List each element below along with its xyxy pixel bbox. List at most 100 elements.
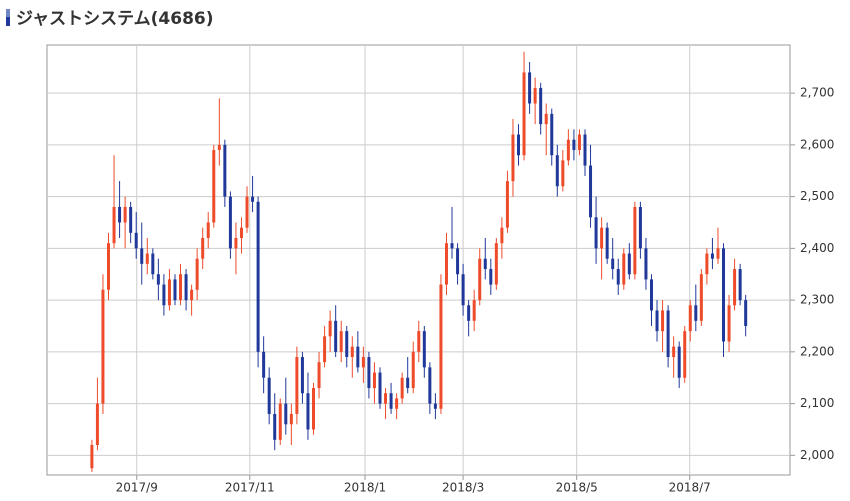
candle-body [572,139,576,151]
candle-body [738,269,742,301]
candle-body [649,279,653,311]
candle-body [456,248,460,275]
candle-body [467,305,471,321]
candle-body [228,196,232,249]
candle-body [511,134,515,182]
candle-body [378,372,382,404]
candle-body [550,113,554,156]
candle-body [472,300,476,321]
candle-body [206,222,210,239]
x-tick-label: 2018/7 [669,481,711,495]
candle-body [101,289,105,404]
candle-body [428,367,432,404]
candle-body [234,238,238,249]
candle-body [145,253,149,264]
candle-body [267,377,271,414]
candle-body [505,181,509,228]
candle-body [500,227,504,244]
candle-body [406,377,410,389]
candle-body [339,331,343,352]
candle-body [123,206,127,223]
candle-body [118,206,122,223]
candle-body [522,72,526,156]
candle-body [577,134,581,151]
candle-body [223,144,227,197]
candle-body [184,274,188,301]
candle-body [528,72,532,104]
candle-body [361,357,365,368]
candle-body [705,253,709,275]
candle-body [195,258,199,290]
x-tick-label: 2018/3 [442,481,484,495]
candle-body [384,393,388,404]
candle-body [212,150,216,223]
candle-body [710,253,714,259]
candle-body [372,372,376,389]
plot-frame [46,44,791,476]
candle-body [638,206,642,249]
candle-body [356,346,360,368]
y-tick-label: 2,000 [800,448,834,462]
candle-body [328,320,332,337]
candle-body [95,403,99,445]
candle-body [605,227,609,259]
candle-body [433,403,437,409]
candle-body [334,320,338,352]
candle-body [151,253,155,275]
candle-body [688,305,692,332]
candle-body [367,357,371,389]
candle-body [555,155,559,187]
candle-body [129,206,133,233]
candle-body [633,206,637,275]
candle-body [156,274,160,285]
candle-body [733,269,737,306]
candle-body [517,134,521,156]
candle-body [483,258,487,270]
candle-body [284,403,288,425]
x-tick-label: 2017/11 [225,481,275,495]
candle-body [273,413,277,440]
candle-body [616,269,620,285]
candle-body [245,196,249,228]
title-icon [6,9,10,17]
candle-body [345,331,349,358]
candle-body [422,331,426,368]
y-tick-label: 2,400 [800,241,834,255]
candle-body [655,310,659,332]
candle-body [417,331,421,352]
candle-body [190,289,194,301]
candle-body [239,227,243,239]
candle-body [683,331,687,378]
y-tick-label: 2,500 [800,189,834,203]
candle-body [295,357,299,414]
candle-body [400,377,404,399]
candle-body [644,248,648,280]
candle-body [217,144,221,151]
candle-body [312,388,316,430]
candle-body [744,300,748,326]
candle-body [90,444,94,469]
candle-body [317,362,321,389]
candle-body [107,243,111,290]
chart-title: ジャストシステム(4686) [16,9,214,29]
x-tick-label: 2018/5 [556,481,598,495]
candle-body [278,403,282,440]
candle-body [666,310,670,358]
candle-body [389,393,393,409]
candle-body [561,160,565,187]
candle-body [162,284,166,306]
candle-body [672,346,676,358]
candle-body [300,357,304,394]
y-tick-label: 2,100 [800,396,834,410]
candle-body [350,346,354,358]
candle-body [251,196,255,202]
candle-body [727,305,731,342]
candle-body [323,336,327,363]
candle-body [439,284,443,409]
y-tick-label: 2,200 [800,344,834,358]
candle-body [179,274,183,301]
candle-body [450,243,454,249]
candle-body [167,279,171,306]
candle-body [289,413,293,425]
